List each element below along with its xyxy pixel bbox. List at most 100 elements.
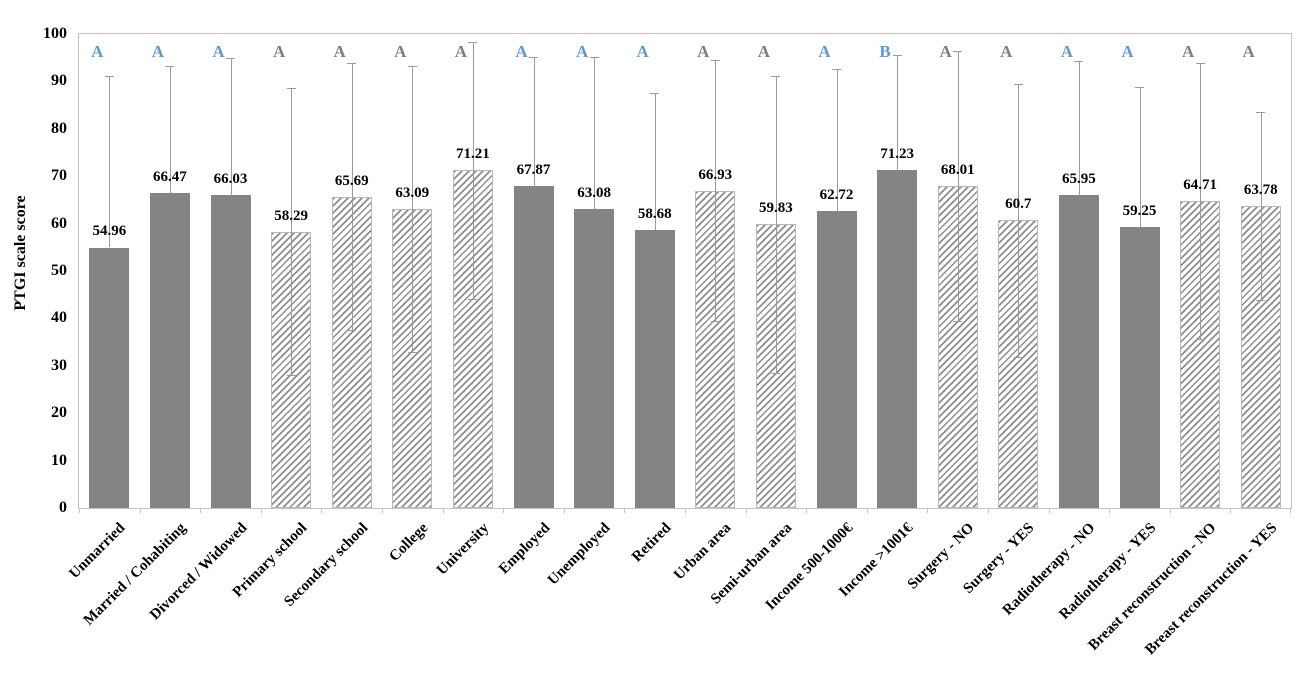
error-bar xyxy=(594,56,596,209)
error-bar xyxy=(412,65,414,353)
x-axis-tick xyxy=(685,508,686,513)
value-label: 54.96 xyxy=(92,223,127,240)
significance-letter: A xyxy=(575,42,589,61)
error-bar-cap-top xyxy=(771,75,781,77)
error-bar-cap-bottom xyxy=(286,375,296,377)
significance-letter: A xyxy=(151,42,165,61)
bar xyxy=(452,170,493,508)
error-bar-cap-bottom xyxy=(1013,356,1023,358)
x-axis-tick xyxy=(260,508,262,513)
error-bar xyxy=(1078,60,1080,196)
plot-area: 0 10 20 30 40 50 60 70 80 90 100 54.96 A Unmarried 66.… xyxy=(43,25,1292,658)
x-axis-tick xyxy=(988,508,989,513)
error-bar-cap-top xyxy=(1135,86,1144,88)
value-label: 63.08 xyxy=(577,185,611,201)
error-bar-cap-top xyxy=(892,54,902,56)
y-axis-tick-label: 80 xyxy=(51,119,67,137)
value-label: 67.87 xyxy=(516,162,551,179)
error-bar xyxy=(1018,83,1020,357)
value-label: 59.25 xyxy=(1122,203,1157,220)
x-axis-tick xyxy=(563,508,565,513)
error-bar-cap-bottom xyxy=(1256,299,1266,301)
y-axis-title: PTGI scale score xyxy=(12,195,29,311)
value-label: 63.09 xyxy=(395,184,430,201)
value-label: 59.83 xyxy=(759,200,793,217)
error-bar-cap-top xyxy=(1256,111,1266,113)
error-bar-cap-top xyxy=(1013,83,1023,85)
y-axis-tick-label: 100 xyxy=(43,25,67,42)
bar xyxy=(1119,227,1160,508)
x-axis-tick xyxy=(1109,508,1111,513)
x-axis-tick xyxy=(624,508,626,513)
error-bar xyxy=(533,57,535,187)
bar xyxy=(89,247,130,508)
bar xyxy=(513,186,554,508)
x-axis-tick xyxy=(321,508,323,513)
error-bar xyxy=(291,88,293,376)
x-axis-tick xyxy=(745,508,747,513)
significance-letter: A xyxy=(272,42,286,61)
value-label: 66.93 xyxy=(698,166,733,183)
y-axis-tick-label: 40 xyxy=(51,309,67,327)
significance-letter: A xyxy=(515,42,528,61)
value-label: 71.21 xyxy=(456,146,490,163)
error-bar xyxy=(897,54,899,171)
error-bar-cap-bottom xyxy=(953,320,963,322)
error-bar-cap-top xyxy=(710,60,720,62)
value-label: 68.01 xyxy=(940,161,975,178)
error-bar-cap-top xyxy=(468,42,478,43)
value-label: 65.69 xyxy=(334,172,369,189)
value-label: 64.71 xyxy=(1183,177,1217,194)
significance-letter: A xyxy=(212,42,225,61)
bar xyxy=(149,192,190,508)
value-label: 71.23 xyxy=(880,146,914,163)
error-bar-cap-top xyxy=(589,56,599,58)
error-bar-cap-top xyxy=(650,92,660,94)
error-bar-cap-top xyxy=(226,58,235,60)
error-bar-cap-bottom xyxy=(468,298,478,300)
significance-letter: A xyxy=(1000,42,1013,61)
significance-letter: A xyxy=(818,42,831,61)
value-label: 60.7 xyxy=(1005,196,1032,213)
bar xyxy=(816,210,857,508)
y-axis-tick-label: 60 xyxy=(51,214,67,232)
error-bar-cap-top xyxy=(286,88,296,90)
significance-letter: A xyxy=(1121,42,1134,61)
significance-letter: A xyxy=(333,42,346,61)
error-bar xyxy=(775,75,777,374)
value-label: 65.95 xyxy=(1062,171,1096,188)
x-axis-tick xyxy=(442,508,444,513)
error-bar xyxy=(1200,63,1202,340)
significance-letter: A xyxy=(394,42,407,61)
x-axis-tick xyxy=(503,508,505,513)
significance-letter: A xyxy=(757,42,771,61)
y-axis-tick-label: 10 xyxy=(51,451,67,469)
error-bar xyxy=(109,76,111,248)
significance-letter: A xyxy=(939,42,952,61)
y-axis-tick-label: 20 xyxy=(51,404,67,422)
error-bar-cap-top xyxy=(104,76,114,78)
bar xyxy=(210,195,251,508)
bar xyxy=(634,229,675,508)
error-bar-cap-top xyxy=(347,62,357,64)
error-bar xyxy=(836,69,838,211)
x-axis-tick xyxy=(866,508,868,513)
bar xyxy=(877,170,918,508)
x-axis-tick xyxy=(79,508,80,513)
error-bar xyxy=(351,62,353,331)
error-bar xyxy=(472,42,474,299)
value-label: 58.68 xyxy=(637,205,672,222)
error-bar-cap-top xyxy=(832,69,841,71)
y-axis-tick-label: 0 xyxy=(59,499,67,516)
error-bar-cap-top xyxy=(1074,60,1084,62)
bar xyxy=(574,209,615,508)
significance-letter: A xyxy=(697,42,710,61)
error-bar-cap-bottom xyxy=(710,321,720,323)
x-axis-tick xyxy=(1169,508,1171,513)
significance-letter: A xyxy=(454,42,468,61)
significance-letter: A xyxy=(1181,42,1195,61)
y-axis-tick-label: 70 xyxy=(51,167,67,185)
significance-letter: A xyxy=(1242,42,1255,61)
error-bar xyxy=(169,65,171,193)
x-axis-tick xyxy=(382,508,383,513)
